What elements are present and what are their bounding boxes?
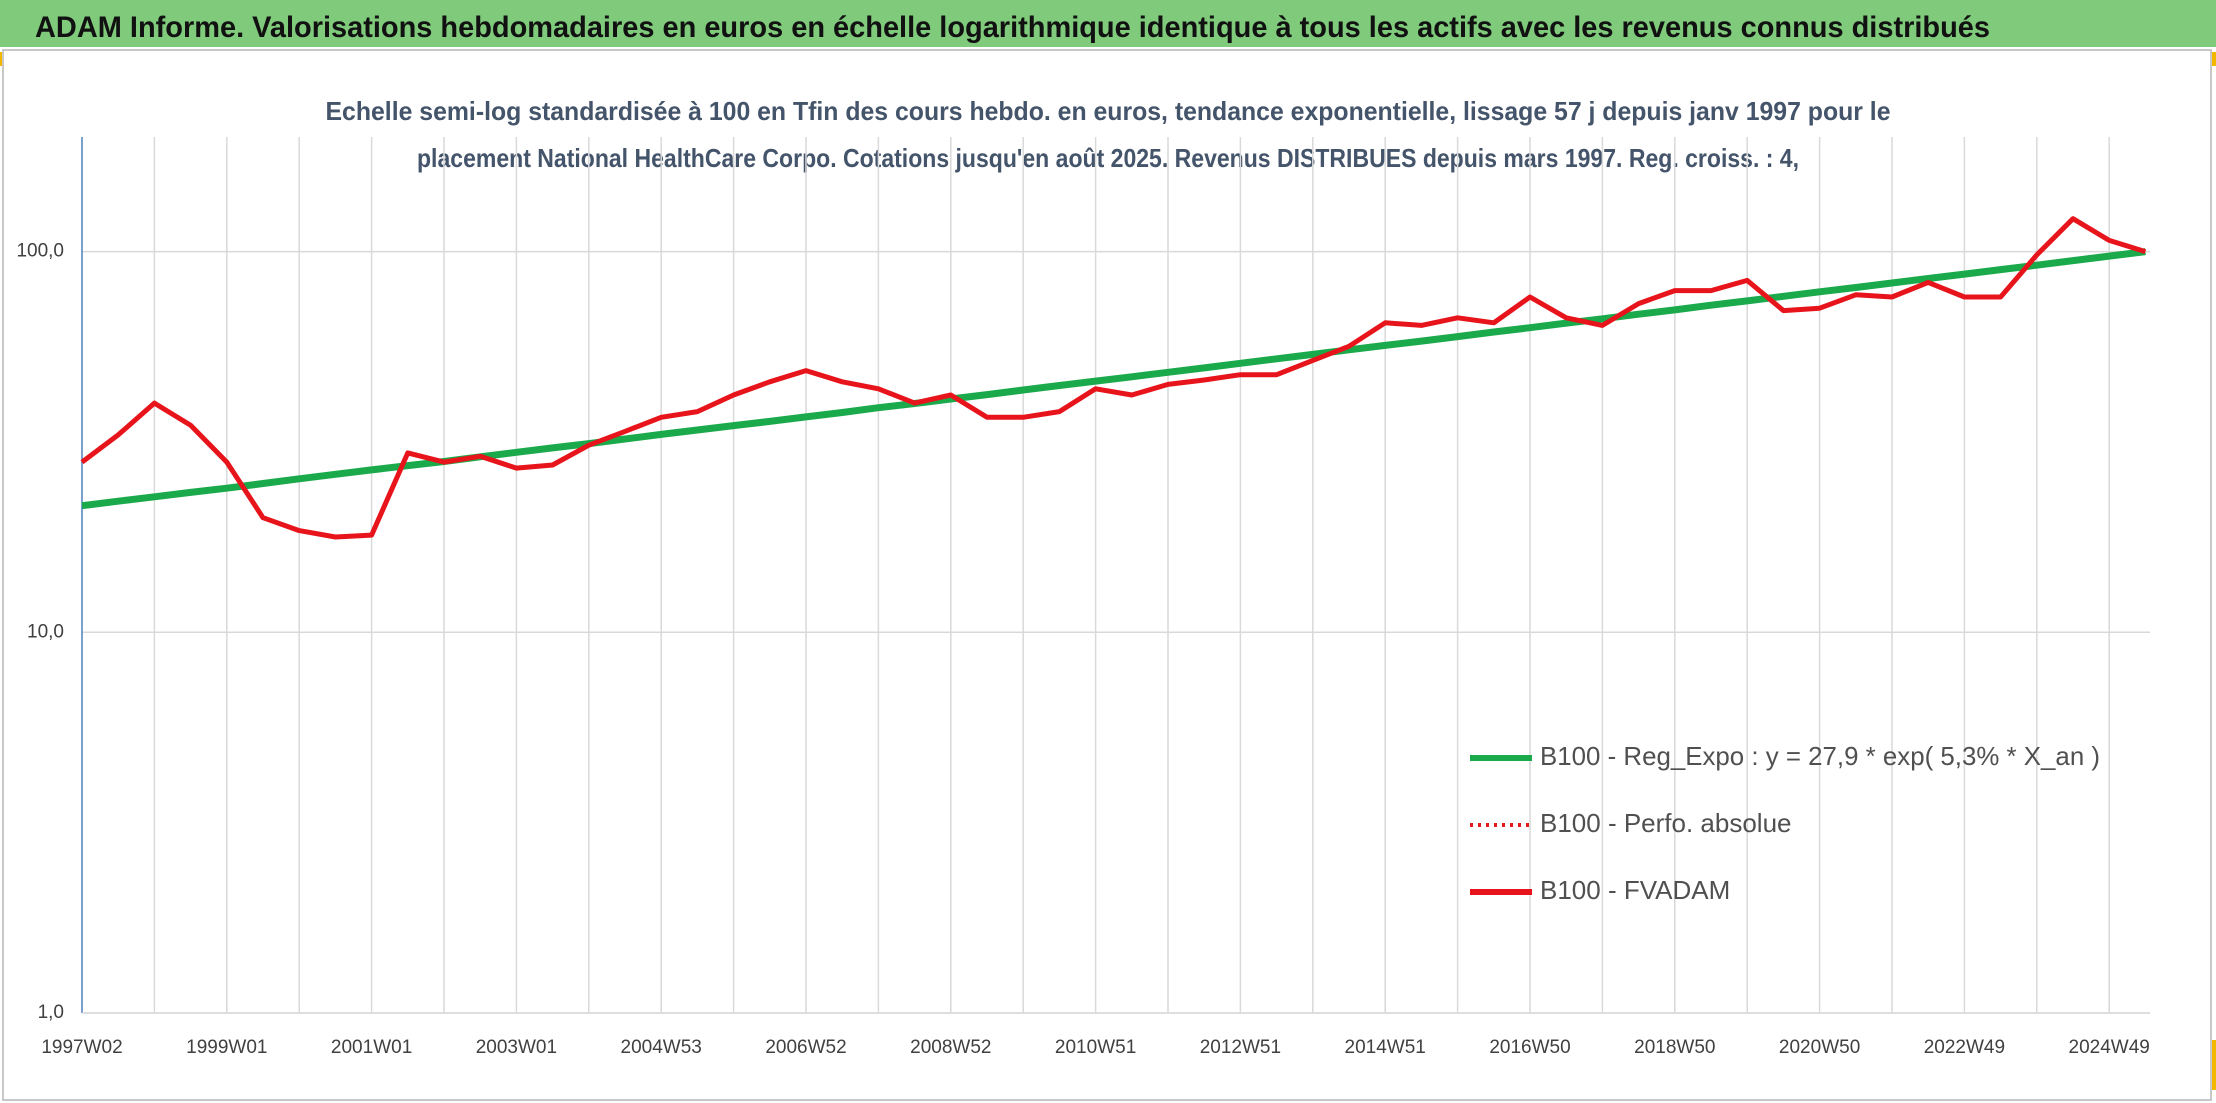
series-line [80, 216, 2147, 540]
x-tick-label: 2012W51 [1200, 1037, 1281, 1058]
grid: 1,0 10,0 100,0 1997W02 1999W01 2001W01 2003W01… [16, 137, 2150, 1058]
y-tick-label: 1,0 [38, 1002, 64, 1023]
legend-label: B100 - FVADAM [1540, 875, 1730, 905]
x-tick-label: 2008W52 [910, 1037, 991, 1058]
legend-label: B100 - Reg_Expo : y = 27,9 * exp( 5,3% *… [1540, 741, 2100, 771]
x-tick-label: 2003W01 [476, 1037, 557, 1058]
plot-area [80, 216, 2147, 540]
x-tick-label: 2024W49 [2069, 1037, 2150, 1058]
x-tick-label: 2022W49 [1924, 1037, 2005, 1058]
chart-subtitle: placement National HealthCare Corpo. Cot… [417, 143, 1799, 173]
x-tick-label: 2001W01 [331, 1037, 412, 1058]
chart-frame [2, 49, 2212, 1101]
x-tick-label: 2006W52 [765, 1037, 846, 1058]
x-tick-label: 1997W02 [41, 1037, 122, 1058]
x-tick-label: 2010W51 [1055, 1037, 1136, 1058]
x-tick-label: 2014W51 [1345, 1037, 1426, 1058]
x-tick-label: 1999W01 [186, 1037, 267, 1058]
chart-title: ADAM Informe. Valorisations hebdomadaire… [35, 11, 1990, 44]
legend: B100 - Reg_Expo : y = 27,9 * exp( 5,3% *… [1470, 741, 2100, 905]
x-tick-label: 2018W50 [1634, 1037, 1715, 1058]
series-line [81, 248, 2146, 510]
y-tick-label: 10,0 [27, 621, 64, 642]
x-tick-label: 2016W50 [1489, 1037, 1570, 1058]
header-bar [0, 0, 2216, 47]
y-tick-label: 100,0 [16, 241, 64, 262]
x-tick-label: 2004W53 [621, 1037, 702, 1058]
x-tick-label: 2020W50 [1779, 1037, 1860, 1058]
chart-subtitle: Echelle semi-log standardisée à 100 en T… [326, 96, 1891, 126]
legend-label: B100 - Perfo. absolue [1540, 808, 1792, 838]
